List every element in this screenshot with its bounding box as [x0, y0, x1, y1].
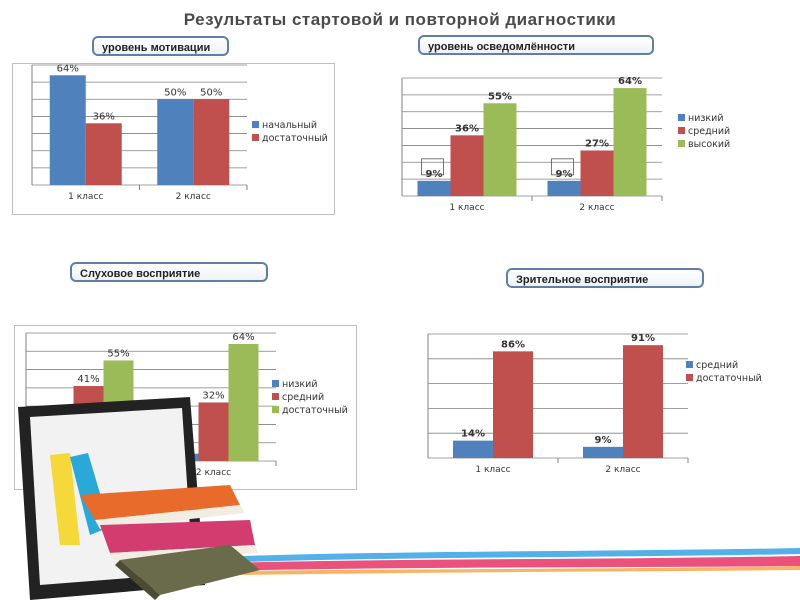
x-tick-label: 2 класс	[196, 468, 231, 478]
decorative-stripes	[180, 548, 800, 576]
x-tick-label: 1 класс	[475, 465, 510, 475]
bar-достаточный-2	[228, 343, 259, 461]
data-label: 27%	[585, 138, 609, 149]
chart-awareness: 9% 36% 55% 1 класс 9% 27% 64% 2 класс низкий сред…	[396, 66, 770, 213]
bar-начальный-1	[49, 75, 86, 185]
legend-entry: низкий	[282, 379, 318, 390]
legend-entry: достаточный	[262, 133, 328, 144]
books-icon	[50, 453, 260, 600]
legend-swatch	[686, 374, 693, 381]
x-tick-label: 2 класс	[176, 192, 211, 202]
data-label: 55%	[488, 91, 512, 102]
data-label: 64%	[57, 63, 79, 74]
data-label: 41%	[77, 374, 99, 385]
bar-средний-1	[453, 440, 493, 458]
legend-entry: достаточный	[282, 405, 348, 416]
data-label-box	[551, 158, 574, 176]
chart-visual: 14% 86% 1 класс 9% 91% 2 класс средний достаточ…	[420, 326, 771, 488]
data-label: 50%	[164, 87, 186, 98]
legend-swatch	[678, 114, 685, 121]
bar-средний-2	[580, 150, 614, 196]
x-tick-label: 1 класс	[449, 203, 484, 211]
legend-entry: средний	[688, 126, 730, 137]
bar-средний-2	[198, 402, 229, 461]
chart-motivation-svg: 64% 36% 1 класс 50% 50% 2 класс начальный доста…	[12, 63, 335, 215]
legend-entry: низкий	[688, 113, 724, 124]
legend-swatch	[272, 380, 279, 387]
bar-достаточный-2	[193, 99, 230, 185]
data-label-box	[421, 158, 444, 176]
legend-swatch	[272, 406, 279, 413]
bar-достаточный-2	[623, 345, 663, 458]
data-label: 64%	[618, 76, 642, 87]
chart-awareness-svg: 9% 36% 55% 1 класс 9% 27% 64% 2 класс низкий сред…	[401, 76, 730, 213]
bar-низкий-1	[417, 180, 451, 196]
data-label: 55%	[107, 348, 129, 359]
legend-swatch	[272, 393, 279, 400]
data-label: 36%	[455, 123, 479, 134]
legend-entry: начальный	[262, 120, 317, 131]
data-label: 36%	[93, 111, 115, 122]
data-label: 9%	[426, 169, 443, 180]
legend-swatch	[252, 134, 259, 141]
legend-swatch	[678, 127, 685, 134]
bar-достаточный-1	[493, 351, 533, 458]
bar-высокий-2	[613, 88, 647, 196]
caption-auditory: Слуховое восприятие	[70, 262, 268, 282]
legend-entry: средний	[696, 360, 738, 371]
bar-средний-2	[583, 446, 623, 458]
bar-начальный-2	[157, 99, 194, 185]
x-tick-label: 2 класс	[579, 203, 614, 211]
data-label: 9%	[556, 169, 573, 180]
legend-entry: высокий	[688, 139, 730, 150]
chart-visual-svg: 14% 86% 1 класс 9% 91% 2 класс средний достаточ…	[427, 333, 762, 475]
data-label: 50%	[200, 87, 222, 98]
tablet-books-illustration	[18, 397, 260, 600]
chart-motivation: 64% 36% 1 класс 50% 50% 2 класс начальный доста…	[12, 63, 335, 215]
data-label: 64%	[232, 332, 254, 343]
data-label: 9%	[595, 435, 612, 446]
data-label: 32%	[202, 390, 224, 401]
legend-entry: средний	[282, 392, 324, 403]
caption-motivation: уровень мотивации	[92, 36, 229, 56]
legend-swatch	[252, 121, 259, 128]
caption-visual: Зрительное восприятие	[506, 268, 704, 288]
legend-swatch	[678, 140, 685, 147]
legend-swatch	[686, 361, 693, 368]
bar-достаточный-1	[85, 123, 122, 185]
data-label: 14%	[461, 429, 485, 440]
bar-низкий-2	[547, 180, 581, 196]
slide-title: Результаты стартовой и повторной диагнос…	[183, 10, 617, 29]
data-label: 86%	[501, 339, 525, 350]
data-label: 91%	[631, 333, 655, 344]
bar-высокий-1	[483, 103, 517, 196]
x-tick-label: 1 класс	[68, 192, 103, 202]
x-tick-label: 2 класс	[605, 465, 640, 475]
legend-entry: достаточный	[696, 373, 762, 384]
bar-средний-1	[450, 135, 484, 196]
caption-awareness: уровень осведомлённости	[418, 35, 654, 55]
